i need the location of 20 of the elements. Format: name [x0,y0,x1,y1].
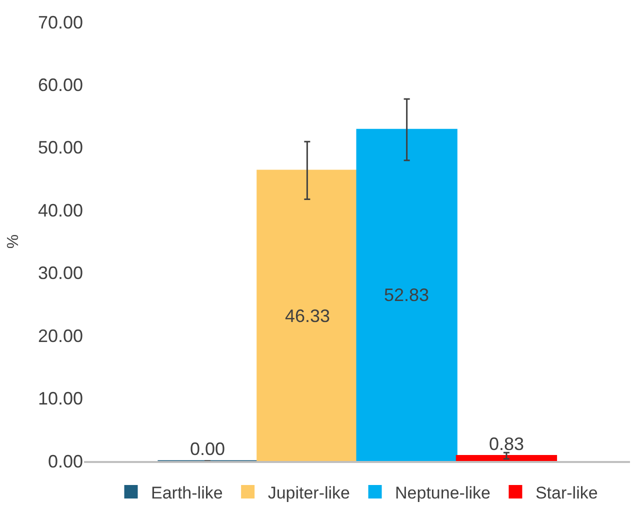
y-tick-label: 40.00 [38,200,83,220]
y-axis-title: % [4,234,22,249]
data-label: 46.33 [285,306,330,326]
bar [456,455,558,461]
data-label: 0.00 [190,439,226,459]
bar [356,128,458,461]
y-tick-label: 70.00 [38,12,83,32]
y-tick-label: 50.00 [38,138,83,158]
y-tick-label: 30.00 [38,263,83,284]
y-tick-label: 0.00 [48,451,83,472]
legend-label: Star-like [535,483,598,502]
bar [256,170,358,461]
legend-label: Jupiter-like [268,483,350,502]
data-label: 0.83 [489,434,524,454]
legend-label: Earth-like [151,483,223,502]
legend-label: Neptune-like [395,483,490,502]
y-tick-label: 20.00 [38,326,83,346]
y-tick-label: 10.00 [38,388,83,409]
y-tick-label: 60.00 [38,75,83,96]
data-label: 52.83 [384,285,430,305]
